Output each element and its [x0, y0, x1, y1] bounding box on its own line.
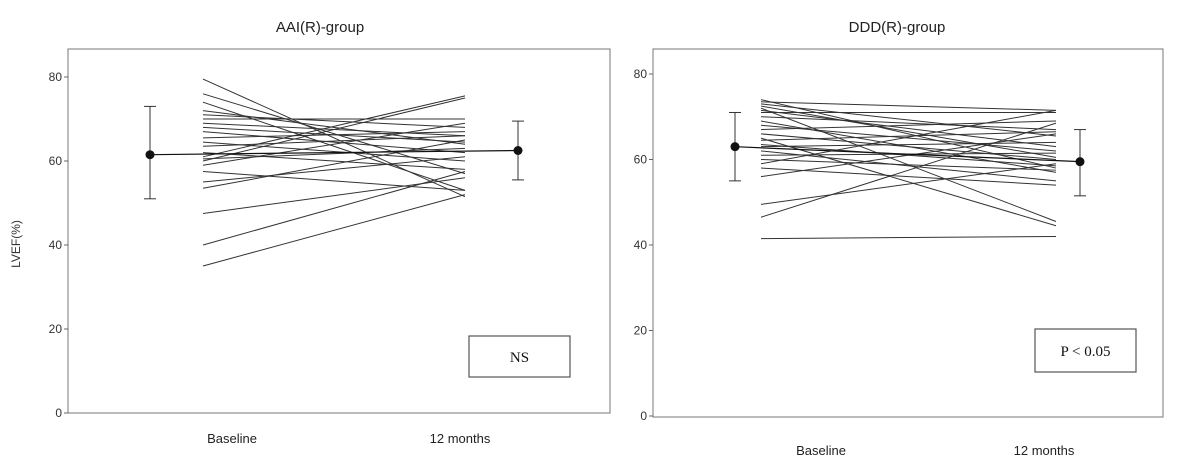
y-tick-label: 80 — [634, 67, 648, 81]
series-line — [760, 133, 1057, 178]
series-line — [202, 78, 466, 198]
series-line — [760, 101, 1057, 111]
individual-lines — [760, 99, 1057, 240]
annotation-box: P < 0.05 — [1034, 328, 1137, 373]
x-tick-label: Baseline — [796, 443, 846, 458]
series-line — [202, 122, 466, 166]
chart-title: DDD(R)-group — [849, 19, 946, 36]
series-line — [760, 141, 1057, 148]
y-tick-label: 40 — [634, 238, 648, 252]
annotation-frame — [1034, 328, 1137, 373]
series-line — [202, 93, 466, 175]
y-tick-label: 20 — [49, 322, 63, 336]
series-line — [202, 97, 466, 162]
x-tick-label: Baseline — [207, 431, 257, 446]
series-line — [202, 110, 466, 145]
x-tick-label: 12 months — [430, 431, 491, 446]
series-line — [760, 167, 1057, 186]
annotation-text: NS — [510, 350, 529, 366]
x-tick-label: 12 months — [1014, 443, 1075, 458]
series-line — [760, 163, 1057, 205]
series-line — [202, 131, 466, 139]
series-line — [202, 141, 466, 162]
series-line — [202, 171, 466, 191]
individual-lines — [202, 78, 466, 267]
panel-aai: AAI(R)-group LVEF(%) 0 20 40 60 80 Baseline 1… — [9, 19, 611, 446]
y-axis-label: LVEF(%) — [9, 220, 23, 268]
y-tick-label: 20 — [634, 324, 648, 338]
series-line — [202, 156, 466, 183]
y-ticks: 0 20 40 60 80 — [634, 67, 653, 423]
series-line — [202, 114, 466, 128]
series-line — [202, 135, 466, 147]
series-line — [760, 235, 1057, 240]
mean-series — [144, 105, 524, 200]
x-tick-labels: Baseline 12 months — [796, 443, 1075, 458]
mean-point — [513, 146, 523, 155]
series-line — [760, 120, 1057, 131]
series-line — [760, 159, 1057, 171]
annotation-frame — [468, 335, 571, 378]
plot-frame — [652, 48, 1164, 418]
series-line — [760, 103, 1057, 137]
y-tick-label: 60 — [634, 153, 648, 167]
series-line — [760, 131, 1057, 141]
y-tick-label: 0 — [55, 406, 62, 420]
series-line — [202, 194, 466, 267]
series-line — [202, 152, 466, 170]
mean-point — [145, 150, 155, 160]
series-line — [760, 122, 1057, 218]
series-line — [760, 99, 1057, 169]
series-line — [760, 124, 1057, 152]
mean-point — [730, 142, 740, 152]
chart-title: AAI(R)-group — [276, 19, 364, 36]
mean-line — [734, 146, 1081, 163]
mean-line — [149, 149, 519, 156]
plot-frame — [67, 48, 611, 414]
series-line — [202, 147, 466, 160]
y-tick-label: 40 — [49, 238, 63, 252]
mean-point — [1075, 157, 1085, 167]
series-line — [760, 133, 1057, 160]
series-line — [202, 95, 466, 158]
series-line — [760, 150, 1057, 182]
annotation-box: NS — [468, 335, 571, 378]
x-tick-labels: Baseline 12 months — [207, 431, 491, 446]
y-tick-label: 80 — [49, 70, 63, 84]
y-tick-label: 60 — [49, 154, 63, 168]
mean-series — [729, 111, 1086, 197]
series-line — [760, 105, 1057, 158]
series-line — [202, 171, 466, 246]
series-line — [760, 116, 1057, 131]
series-line — [202, 131, 466, 154]
series-line — [760, 109, 1057, 165]
annotation-text: P < 0.05 — [1061, 344, 1111, 360]
series-line — [202, 139, 466, 189]
panel-ddd: DDD(R)-group 0 20 40 60 80 Baseline 12 months… — [634, 19, 1164, 458]
series-line — [760, 137, 1057, 227]
y-ticks: 0 20 40 60 80 — [49, 70, 68, 420]
y-tick-label: 0 — [640, 409, 647, 423]
